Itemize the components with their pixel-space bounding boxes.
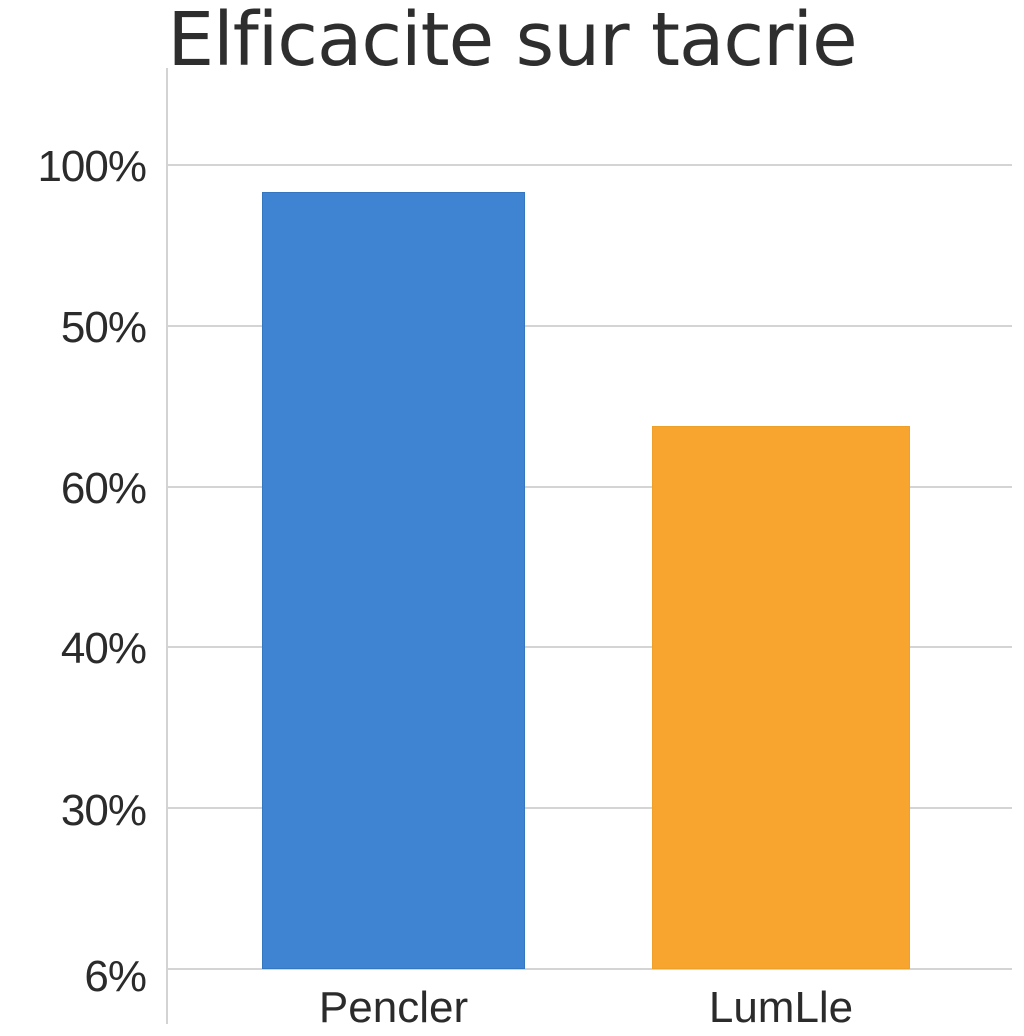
x-label-pencler: Pencler xyxy=(318,983,469,1032)
gridline-1 xyxy=(168,325,1012,327)
gridline-0 xyxy=(168,164,1012,166)
bar-lumlle xyxy=(652,426,910,969)
y-tick-label: 60% xyxy=(60,464,147,513)
gridline-2 xyxy=(168,486,1012,488)
y-tick-label: 100% xyxy=(37,142,147,191)
y-tick-label: 30% xyxy=(60,786,147,835)
bar-pencler xyxy=(262,192,525,969)
x-label-lumlle: LumLle xyxy=(708,983,854,1032)
y-tick-label: 40% xyxy=(60,624,147,673)
y-tick-label: 6% xyxy=(84,952,147,1001)
gridline-4 xyxy=(168,807,1012,809)
y-axis-line xyxy=(166,68,168,1024)
y-tick-label: 50% xyxy=(60,303,147,352)
gridline-3 xyxy=(168,646,1012,648)
x-axis-baseline xyxy=(168,968,1012,970)
chart-title: Elficacite sur tacrie xyxy=(167,0,857,83)
